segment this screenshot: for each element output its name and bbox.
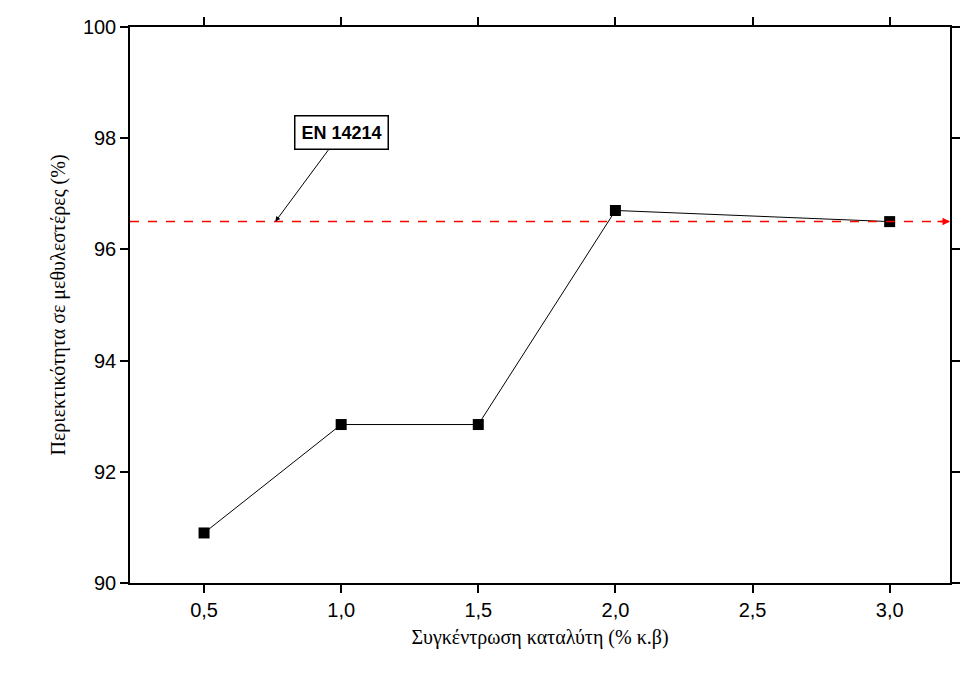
svg-text:92: 92 xyxy=(94,461,116,483)
svg-text:96: 96 xyxy=(94,238,116,260)
svg-text:2,0: 2,0 xyxy=(602,599,630,621)
svg-text:0,5: 0,5 xyxy=(190,599,218,621)
svg-text:Συγκέντρωση καταλύτη (% κ.β): Συγκέντρωση καταλύτη (% κ.β) xyxy=(411,626,668,649)
svg-text:1,5: 1,5 xyxy=(464,599,492,621)
svg-text:98: 98 xyxy=(94,127,116,149)
svg-text:90: 90 xyxy=(94,572,116,594)
svg-text:1,0: 1,0 xyxy=(327,599,355,621)
svg-text:Περιεκτικότητα σε μεθυλεστέρες: Περιεκτικότητα σε μεθυλεστέρες (%) xyxy=(47,154,70,455)
svg-text:94: 94 xyxy=(94,350,116,372)
svg-text:3,0: 3,0 xyxy=(876,599,904,621)
svg-text:2,5: 2,5 xyxy=(739,599,767,621)
svg-text:EN 14214: EN 14214 xyxy=(302,123,382,143)
svg-text:100: 100 xyxy=(83,16,116,38)
